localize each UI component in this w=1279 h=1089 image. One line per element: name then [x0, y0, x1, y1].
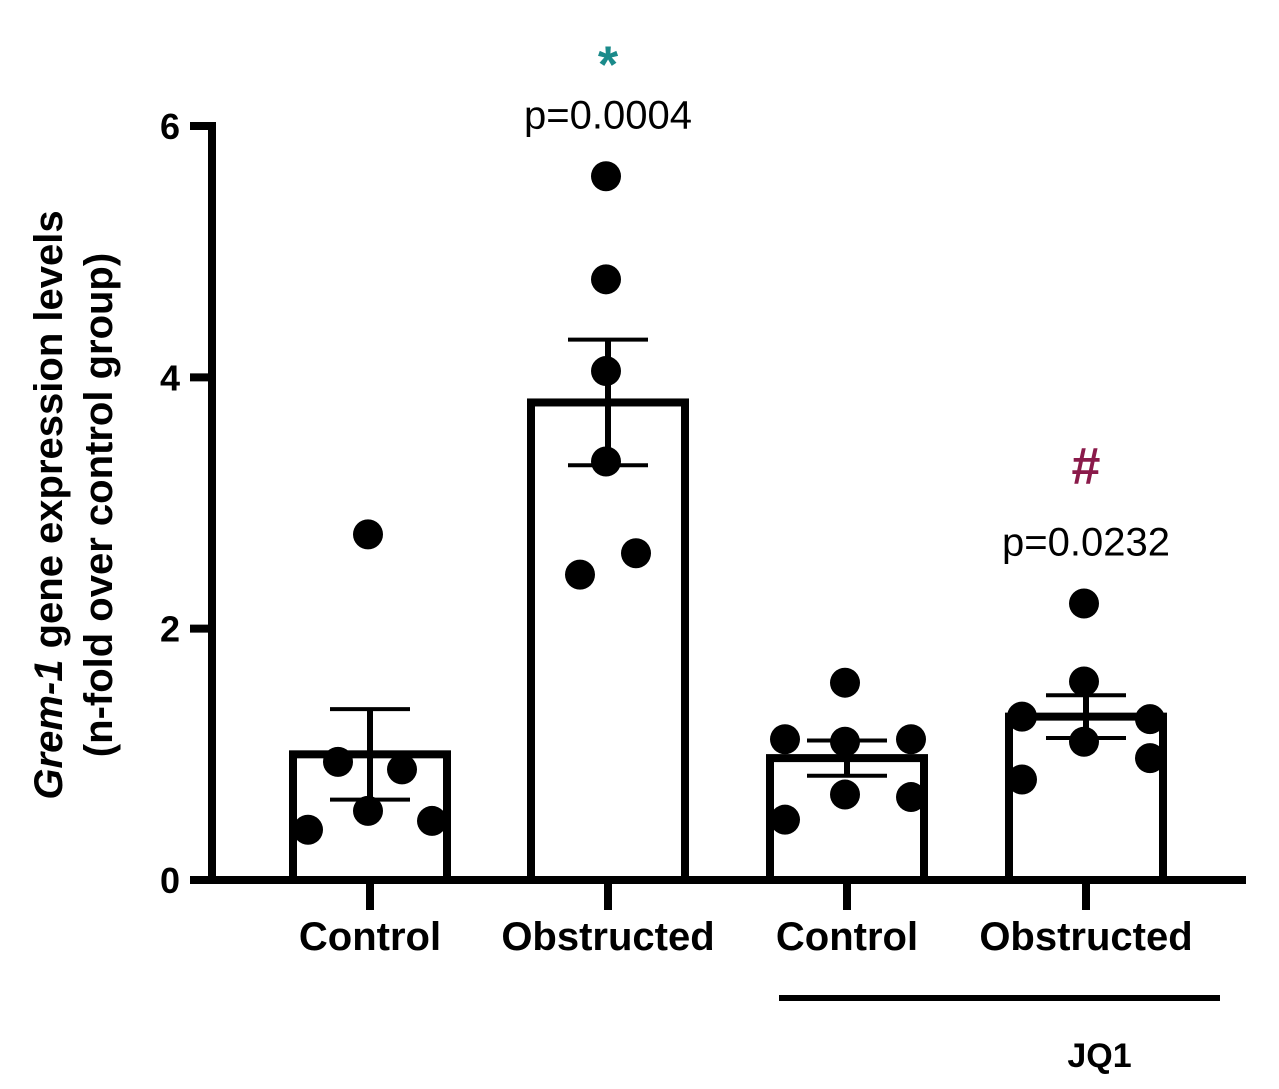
point-3-6 — [1135, 743, 1165, 774]
point-0-0 — [293, 814, 323, 845]
group-label: JQ1 — [1067, 1037, 1131, 1075]
bars — [289, 398, 1167, 885]
y-axis-label-line2: (n-fold over control group) — [77, 253, 121, 757]
data-points — [293, 161, 1165, 845]
point-3-0 — [1007, 764, 1037, 795]
point-3-2 — [1069, 726, 1099, 757]
significance-symbol-1: # — [1072, 438, 1101, 496]
point-0-2 — [323, 746, 353, 777]
point-2-4 — [830, 667, 860, 698]
error-bars — [330, 337, 1126, 802]
point-3-3 — [1069, 666, 1099, 697]
point-3-1 — [1007, 701, 1037, 732]
point-2-5 — [896, 782, 926, 813]
p-value-0: p=0.0004 — [524, 93, 692, 137]
y-tick-label-6: 6 — [160, 106, 180, 147]
point-0-1 — [353, 795, 383, 826]
point-1-3 — [591, 264, 621, 295]
y-tick-label-4: 4 — [160, 357, 180, 398]
point-0-5 — [353, 519, 383, 550]
y-axis-label-rest: gene expression levels — [27, 210, 71, 659]
x-tick-label-2: Control — [776, 915, 918, 959]
point-0-4 — [417, 805, 447, 836]
y-tick-label-2: 2 — [160, 609, 180, 650]
p-value-1: p=0.0232 — [1002, 521, 1170, 565]
significance-symbol-0: * — [598, 36, 619, 94]
annotations: *p=0.0004 # p=0.0232 — [524, 36, 1170, 564]
point-2-6 — [896, 724, 926, 755]
point-1-4 — [591, 161, 621, 192]
x-tick-label-0: Control — [299, 915, 441, 959]
point-3-4 — [1069, 588, 1099, 619]
point-1-0 — [565, 559, 595, 590]
point-0-3 — [387, 754, 417, 785]
point-1-5 — [621, 538, 651, 569]
point-2-0 — [770, 804, 800, 835]
y-axis-label-gene: Grem-1 — [27, 660, 71, 800]
y-tick-label-0: 0 — [160, 860, 180, 901]
point-2-2 — [830, 779, 860, 810]
y-axis-label: Grem-1 gene expression levels — [27, 210, 71, 799]
x-tick-label-1: Obstructed — [501, 915, 714, 959]
point-3-5 — [1135, 704, 1165, 735]
x-tick-label-3: Obstructed — [979, 915, 1192, 959]
point-2-1 — [770, 724, 800, 755]
